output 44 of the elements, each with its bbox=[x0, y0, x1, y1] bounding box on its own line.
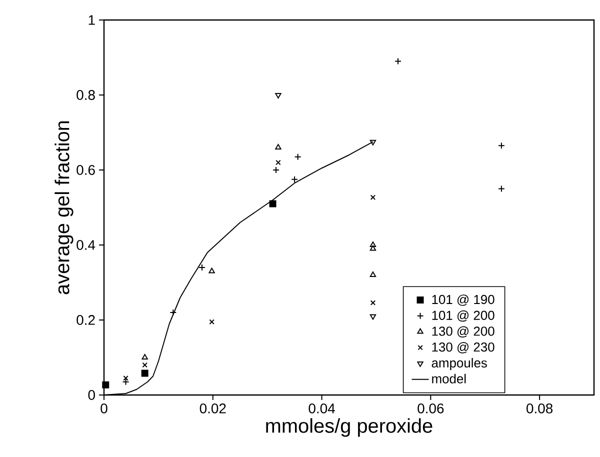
point bbox=[142, 354, 148, 360]
point bbox=[276, 160, 281, 166]
point bbox=[370, 300, 376, 306]
point bbox=[498, 185, 505, 192]
y-tick-label: 0 bbox=[88, 390, 95, 400]
y-tick-label: 0.2 bbox=[76, 315, 95, 325]
point bbox=[294, 153, 302, 160]
point bbox=[370, 242, 376, 247]
point bbox=[269, 200, 276, 208]
point bbox=[394, 58, 402, 65]
point bbox=[498, 142, 505, 150]
x-tick-label: 0.04 bbox=[308, 403, 335, 414]
x-tick-label: 0 bbox=[100, 403, 108, 414]
point bbox=[198, 264, 206, 271]
y-tick-label: 1 bbox=[88, 15, 95, 25]
legend-label: 130 @ 200 bbox=[432, 326, 494, 338]
legend-label: 101 @ 190 bbox=[432, 294, 494, 306]
y-tick-label: 0.8 bbox=[76, 90, 95, 100]
point bbox=[370, 314, 376, 320]
x-tick-label: 0.06 bbox=[418, 403, 444, 414]
point bbox=[209, 319, 214, 324]
x-tick-label: 0.02 bbox=[200, 403, 226, 414]
y-axis-title: average gel fraction bbox=[54, 121, 74, 294]
x-tick-label: 0.08 bbox=[526, 403, 553, 414]
legend-label: 101 @ 200 bbox=[432, 310, 494, 322]
legend-label: 130 @ 230 bbox=[432, 342, 494, 354]
point bbox=[370, 194, 376, 200]
point bbox=[370, 245, 376, 251]
point bbox=[122, 378, 130, 386]
point bbox=[102, 381, 110, 388]
y-tick-label: 0.6 bbox=[76, 165, 95, 175]
point bbox=[275, 93, 282, 98]
x-axis-title: mmoles/g peroxide bbox=[266, 418, 432, 437]
point bbox=[370, 272, 376, 277]
point bbox=[142, 362, 148, 368]
point bbox=[208, 268, 215, 274]
point bbox=[291, 176, 298, 183]
legend-label: ampoules bbox=[432, 358, 487, 370]
point bbox=[272, 166, 280, 174]
point bbox=[170, 309, 177, 316]
point bbox=[141, 370, 148, 377]
y-tick-label: 0.4 bbox=[76, 240, 96, 250]
legend-label: model bbox=[432, 374, 466, 384]
point bbox=[275, 144, 282, 150]
